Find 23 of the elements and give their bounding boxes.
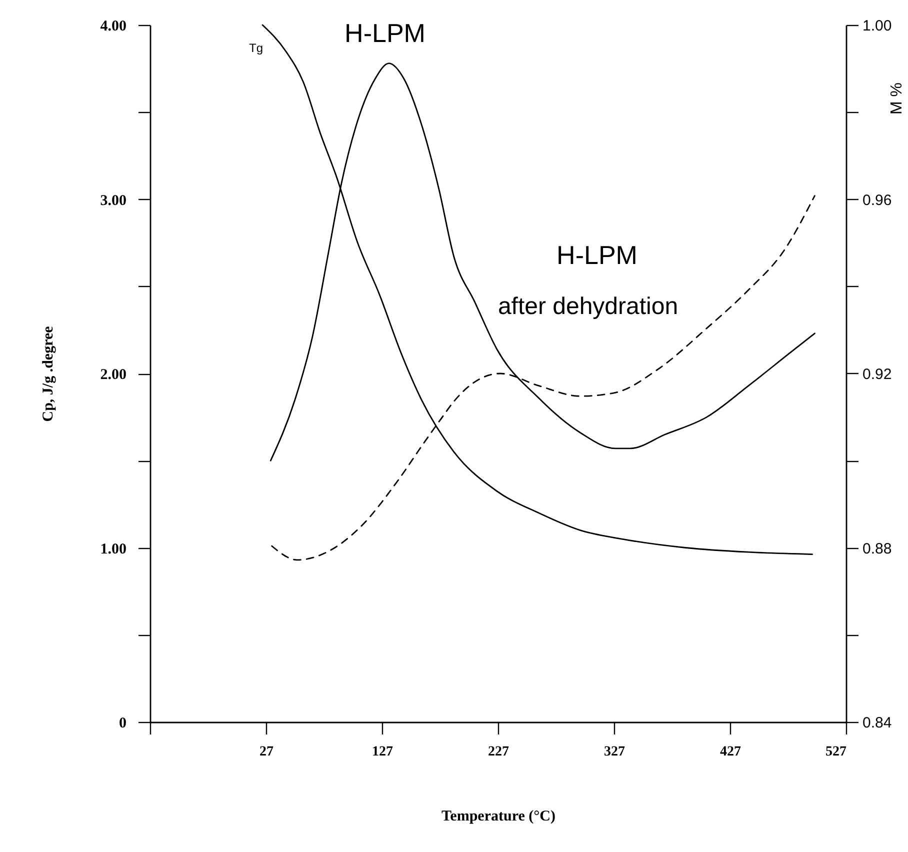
x-tick-label: 327 — [604, 744, 625, 760]
x-tick-label: 127 — [372, 744, 393, 760]
x-tick-label: 227 — [488, 744, 509, 760]
y-tick-label: 3.00 — [100, 192, 126, 209]
y2-tick-label: 0.92 — [862, 366, 892, 383]
y-tick-label: 4.00 — [100, 18, 126, 34]
x-axis-title: Temperature (°C) — [442, 808, 556, 824]
y2-tick-label: 0.96 — [862, 192, 892, 209]
y-tick-label: 1.00 — [100, 541, 126, 558]
x-tick-label: 27 — [260, 744, 274, 760]
annotation: H-LPM — [556, 240, 638, 270]
y2-tick-label: 1.00 — [862, 18, 892, 34]
y-tick-label: 0 — [119, 716, 126, 732]
x-tick-label: 427 — [720, 744, 741, 760]
annotation: H-LPM — [344, 18, 426, 48]
annotation: after dehydration — [498, 293, 678, 320]
x-tick-label: 527 — [826, 744, 846, 760]
y2-axis-title: M % — [888, 82, 906, 114]
y2-tick-label: 0.88 — [862, 540, 892, 558]
y2-tick-label: 0.84 — [862, 714, 892, 732]
y-tick-label: 2.00 — [100, 367, 126, 383]
y-axis-title: Cp, J/g .degree — [40, 326, 56, 422]
annotation: Tg — [248, 41, 264, 55]
